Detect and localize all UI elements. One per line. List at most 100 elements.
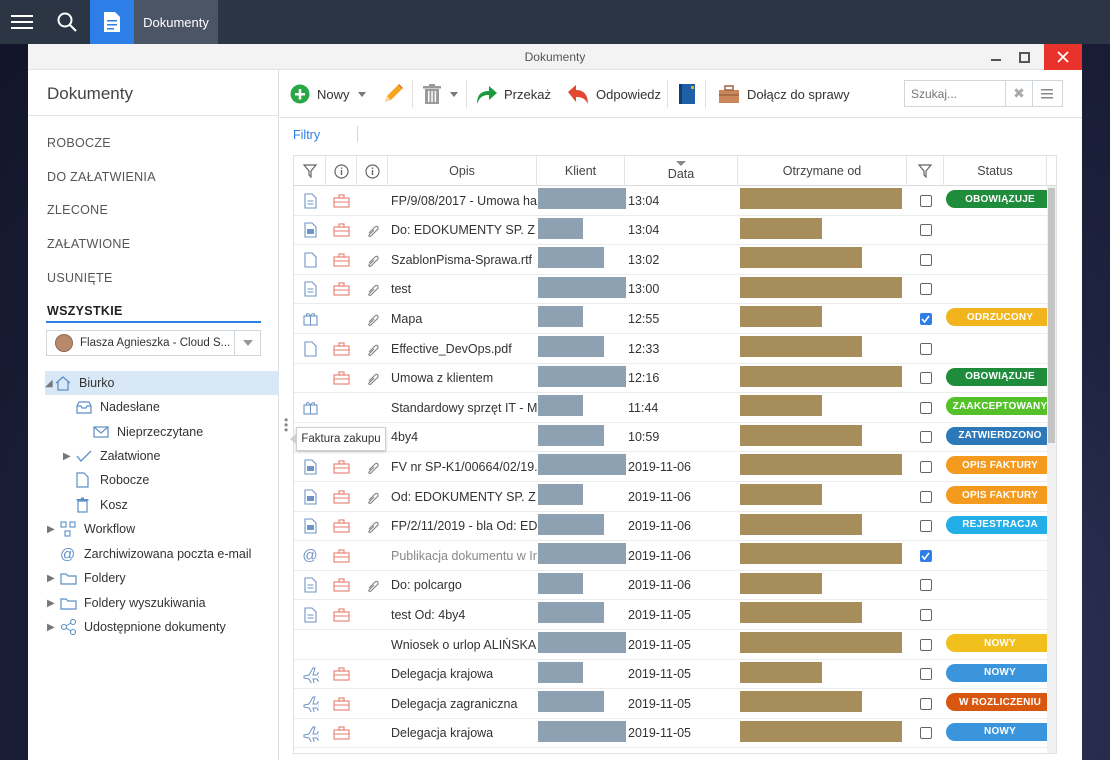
- info-header[interactable]: [326, 156, 357, 186]
- tree-item-archive-email[interactable]: @ Zarchiwizowana poczta e-mail: [60, 542, 251, 566]
- search-input[interactable]: [905, 81, 1005, 106]
- close-button[interactable]: [1044, 44, 1082, 70]
- header-desc[interactable]: Opis: [388, 156, 537, 186]
- row-checkbox[interactable]: [919, 401, 932, 414]
- case-icon: [333, 341, 350, 356]
- minimize-button[interactable]: [982, 44, 1010, 70]
- row-checkbox[interactable]: [919, 668, 932, 681]
- row-checkbox[interactable]: [919, 431, 932, 444]
- info-icon: [364, 163, 380, 179]
- row-checkbox[interactable]: [919, 283, 932, 296]
- expand-arrow-icon[interactable]: ▶: [47, 597, 55, 609]
- row-checkbox[interactable]: [919, 579, 932, 592]
- forward-button[interactable]: Przekaż: [474, 70, 551, 118]
- filter-header-2[interactable]: [907, 156, 944, 186]
- tree-item-nieprzeczytane[interactable]: Nieprzeczytane: [93, 420, 203, 444]
- panel-splitter[interactable]: • • •: [284, 413, 289, 437]
- row-checkbox[interactable]: [919, 224, 932, 237]
- table-row[interactable]: test Od: 4by4 2019-11-05: [294, 600, 1056, 630]
- table-row[interactable]: @ Publikacja dokumentu w Int 2019-11-06: [294, 541, 1056, 571]
- table-row[interactable]: Mapa 12:55 ODRZUCONY: [294, 304, 1056, 334]
- category-wszystkie[interactable]: WSZYSTKIE: [47, 304, 123, 318]
- user-select[interactable]: Flasza Agnieszka - Cloud S...: [46, 330, 261, 356]
- hamburger-menu-button[interactable]: [0, 0, 44, 44]
- user-select-dropdown[interactable]: [234, 331, 260, 355]
- table-row[interactable]: Wniosek o urlop ALIŃSKA A 2019-11-05 NOWY: [294, 630, 1056, 660]
- new-button[interactable]: Nowy: [290, 70, 366, 118]
- expand-arrow-icon[interactable]: ▶: [47, 621, 55, 633]
- row-checkbox[interactable]: [919, 549, 932, 562]
- table-row[interactable]: FP/9/08/2017 - Umowa handlowa 13:04 OBOWIĄ…: [294, 186, 1056, 216]
- row-checkbox[interactable]: [919, 342, 932, 355]
- taskbar-documents-button[interactable]: [90, 0, 134, 44]
- table-row[interactable]: Umowa z klientem 12:16 OBOWIĄZUJE: [294, 364, 1056, 394]
- edit-button[interactable]: [381, 70, 405, 118]
- row-checkbox[interactable]: [919, 253, 932, 266]
- tree-item-udostepnione[interactable]: ▶ Udostępnione dokumenty: [47, 615, 226, 639]
- table-row[interactable]: Standardowy sprzęt IT - My 11:44 ZAAKCEPTO…: [294, 393, 1056, 423]
- table-row[interactable]: SzablonPisma-Sprawa.rtf 13:02: [294, 245, 1056, 275]
- category-zlecone[interactable]: ZLECONE: [47, 203, 109, 217]
- scrollbar-thumb[interactable]: [1048, 188, 1055, 443]
- taskbar-search-button[interactable]: [44, 0, 90, 44]
- expand-arrow-icon[interactable]: ▶: [47, 523, 55, 535]
- delete-button[interactable]: [422, 70, 458, 118]
- table-row[interactable]: FP/2/11/2019 - bla Od: EDO 2019-11-06 REJE…: [294, 512, 1056, 542]
- row-checkbox[interactable]: [919, 520, 932, 533]
- at-icon: @: [302, 547, 318, 565]
- row-checkbox[interactable]: [919, 638, 932, 651]
- attach-case-label: Dołącz do sprawy: [747, 86, 850, 102]
- row-checkbox[interactable]: [919, 312, 932, 325]
- taskbar-app-label[interactable]: Dokumenty: [134, 0, 218, 44]
- row-checkbox[interactable]: [919, 697, 932, 710]
- tree-item-foldery[interactable]: ▶ Foldery: [47, 566, 126, 590]
- row-checkbox[interactable]: [919, 608, 932, 621]
- chevron-down-icon[interactable]: [450, 91, 458, 97]
- table-row[interactable]: Delegacja krajowa 2019-11-05 NOWY: [294, 719, 1056, 749]
- vertical-scrollbar[interactable]: [1047, 186, 1056, 753]
- filter-header[interactable]: [294, 156, 326, 186]
- search-menu-button[interactable]: [1032, 81, 1061, 106]
- chevron-down-icon[interactable]: [357, 91, 366, 97]
- tree-item-robocze[interactable]: Robocze: [76, 468, 149, 492]
- table-row[interactable]: Do: EDOKUMENTY SP. Z O.O. 13:04: [294, 216, 1056, 246]
- expand-arrow-icon[interactable]: ◢: [45, 377, 53, 389]
- category-robocze[interactable]: ROBOCZE: [47, 136, 111, 150]
- row-checkbox[interactable]: [919, 372, 932, 385]
- row-checkbox[interactable]: [919, 194, 932, 207]
- register-button[interactable]: [678, 70, 696, 118]
- info-header-2[interactable]: [357, 156, 388, 186]
- tree-item-biurko[interactable]: ◢ Biurko: [45, 371, 279, 395]
- category-do-zalatwienia[interactable]: DO ZAŁATWIENIA: [47, 170, 156, 184]
- category-usuniete[interactable]: USUNIĘTE: [47, 271, 113, 285]
- table-row[interactable]: Do: polcargo 2019-11-06: [294, 571, 1056, 601]
- expand-arrow-icon[interactable]: ▶: [47, 572, 55, 584]
- row-checkbox[interactable]: [919, 490, 932, 503]
- header-status[interactable]: Status: [944, 156, 1047, 186]
- maximize-button[interactable]: [1010, 44, 1038, 70]
- expand-arrow-icon[interactable]: ▶: [63, 450, 71, 462]
- filters-link[interactable]: Filtry: [293, 128, 321, 142]
- table-row[interactable]: Delegacja zagraniczna 2019-11-05 W ROZLICZ…: [294, 689, 1056, 719]
- tree-item-nadeslane[interactable]: Nadesłane: [76, 395, 160, 419]
- clear-search-button[interactable]: ✖: [1005, 81, 1032, 106]
- row-checkbox[interactable]: [919, 727, 932, 740]
- table-row[interactable]: FV nr SP-K1/00664/02/19.T 2019-11-06 OPIS …: [294, 452, 1056, 482]
- tree-item-foldery-wyszukiwania[interactable]: ▶ Foldery wyszukiwania: [47, 591, 206, 615]
- attach-case-button[interactable]: Dołącz do sprawy: [718, 70, 850, 118]
- filter-icon: [302, 164, 317, 178]
- table-row[interactable]: 4by4 10:59 ZATWIERDZONO: [294, 423, 1056, 453]
- header-client[interactable]: Klient: [537, 156, 625, 186]
- reply-button[interactable]: Odpowiedz: [567, 70, 661, 118]
- table-row[interactable]: Od: EDOKUMENTY SP. Z O.O. 2019-11-06 OPIS …: [294, 482, 1056, 512]
- table-row[interactable]: Delegacja krajowa 2019-11-05 NOWY: [294, 660, 1056, 690]
- header-received[interactable]: Otrzymane od: [738, 156, 907, 186]
- table-row[interactable]: test 13:00: [294, 275, 1056, 305]
- header-date[interactable]: Data: [625, 156, 738, 186]
- table-row[interactable]: Effective_DevOps.pdf 12:33: [294, 334, 1056, 364]
- tree-item-workflow[interactable]: ▶ Workflow: [47, 517, 135, 541]
- tree-item-kosz[interactable]: Kosz: [76, 493, 128, 517]
- category-zalatwione[interactable]: ZAŁATWIONE: [47, 237, 131, 251]
- tree-item-zalatwione[interactable]: ▶ Załatwione: [63, 444, 160, 468]
- row-checkbox[interactable]: [919, 460, 932, 473]
